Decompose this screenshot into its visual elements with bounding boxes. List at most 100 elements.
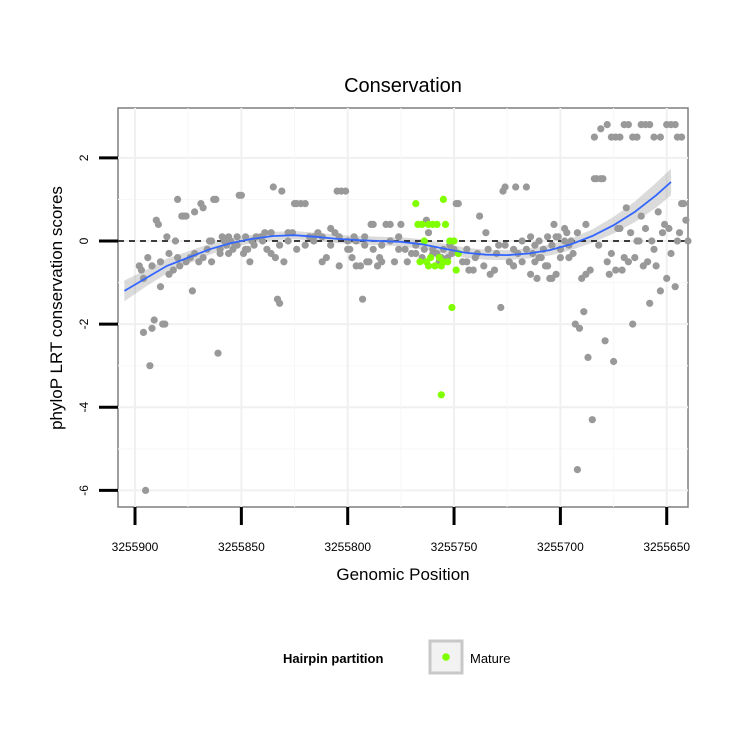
data-point-other	[582, 220, 590, 228]
data-point-other	[208, 258, 216, 266]
points-mature-series	[412, 195, 462, 399]
data-point-other	[618, 266, 626, 274]
data-point-other	[267, 229, 275, 237]
data-point-other	[327, 241, 335, 249]
data-point-other	[150, 316, 158, 324]
data-point-other	[146, 362, 154, 370]
plot-panel	[117, 107, 689, 508]
data-point-other	[522, 245, 531, 253]
data-point-other	[665, 224, 673, 233]
data-point-other	[575, 324, 584, 332]
data-point-other	[237, 191, 245, 199]
legend-key-mature	[442, 653, 450, 661]
data-point-other	[191, 208, 199, 216]
data-point-mature	[420, 237, 428, 245]
data-point-other	[148, 324, 156, 332]
data-point-other	[359, 295, 367, 303]
legend-title: Hairpin partition	[283, 651, 383, 666]
data-point-other	[386, 220, 394, 228]
data-point-other	[620, 121, 628, 129]
data-point-other	[156, 283, 165, 291]
data-point-other	[267, 249, 275, 258]
x-axis: 3255900 3255850 3255800 3255750 3255700 32556…	[112, 507, 690, 554]
data-point-other	[663, 121, 671, 129]
data-point-other	[656, 133, 665, 141]
data-point-other	[242, 233, 250, 241]
data-point-other	[605, 270, 613, 278]
y-tick-label: -4	[77, 402, 91, 413]
data-point-other	[527, 233, 535, 241]
x-tick-label: 3255700	[537, 540, 584, 554]
data-point-mature	[416, 258, 424, 266]
data-point-other	[684, 237, 692, 245]
data-point-other	[552, 270, 560, 278]
data-point-other	[597, 125, 605, 133]
data-point-other	[327, 224, 335, 233]
y-tick-label: 2	[77, 154, 91, 161]
data-point-other	[469, 266, 477, 274]
chart-title: Conservation	[344, 75, 462, 97]
data-point-other	[484, 245, 492, 253]
data-point-other	[509, 262, 518, 270]
data-point-other	[624, 258, 633, 266]
data-point-other	[552, 233, 560, 241]
x-tick-label: 3255900	[112, 540, 159, 554]
data-point-other	[182, 212, 190, 220]
data-point-other	[214, 349, 222, 357]
data-point-other	[276, 241, 284, 249]
data-point-other	[646, 299, 654, 307]
data-point-other	[454, 200, 462, 208]
data-point-other	[509, 245, 518, 253]
data-point-other	[154, 220, 162, 228]
data-point-other	[403, 258, 411, 266]
data-point-other	[356, 262, 365, 270]
data-point-other	[344, 237, 352, 245]
data-point-other	[648, 237, 656, 245]
data-point-other	[163, 233, 171, 241]
data-point-other	[390, 258, 399, 266]
data-point-mature	[452, 266, 460, 274]
data-point-other	[607, 249, 616, 258]
data-point-other	[586, 266, 594, 274]
data-point-other	[682, 216, 690, 224]
data-point-other	[480, 262, 488, 270]
data-point-other	[361, 233, 369, 241]
data-point-other	[156, 258, 165, 266]
data-point-other	[654, 208, 662, 216]
data-point-other	[637, 212, 645, 220]
data-point-other	[171, 237, 179, 245]
data-point-other	[637, 121, 645, 129]
data-point-other	[188, 287, 196, 295]
data-point-other	[588, 416, 596, 424]
data-point-other	[601, 337, 609, 345]
data-point-other	[261, 229, 269, 237]
data-point-other	[667, 249, 675, 258]
data-point-other	[512, 183, 520, 191]
y-axis-title: phyloP LRT conservation scores	[47, 186, 66, 430]
data-point-other	[678, 133, 686, 141]
data-point-other	[622, 204, 630, 212]
data-point-other	[673, 237, 682, 245]
data-point-mature	[433, 220, 441, 228]
data-point-other	[603, 258, 611, 266]
data-point-other	[493, 249, 501, 258]
data-point-other	[663, 274, 671, 282]
data-point-other	[310, 237, 318, 245]
data-point-other	[650, 133, 658, 141]
data-point-other	[531, 241, 539, 249]
data-point-other	[671, 121, 679, 129]
data-point-other	[284, 237, 292, 245]
data-point-mature	[412, 200, 420, 208]
data-point-other	[544, 262, 552, 270]
data-point-other	[176, 262, 184, 270]
data-point-other	[627, 229, 635, 237]
data-point-other	[246, 258, 254, 266]
data-point-other	[518, 237, 526, 245]
x-tick-label: 3255650	[643, 540, 690, 554]
data-point-other	[533, 274, 541, 282]
data-point-other	[675, 229, 684, 237]
legend: Hairpin partition Mature	[283, 639, 510, 675]
data-point-other	[463, 258, 471, 266]
data-point-other	[165, 249, 173, 258]
